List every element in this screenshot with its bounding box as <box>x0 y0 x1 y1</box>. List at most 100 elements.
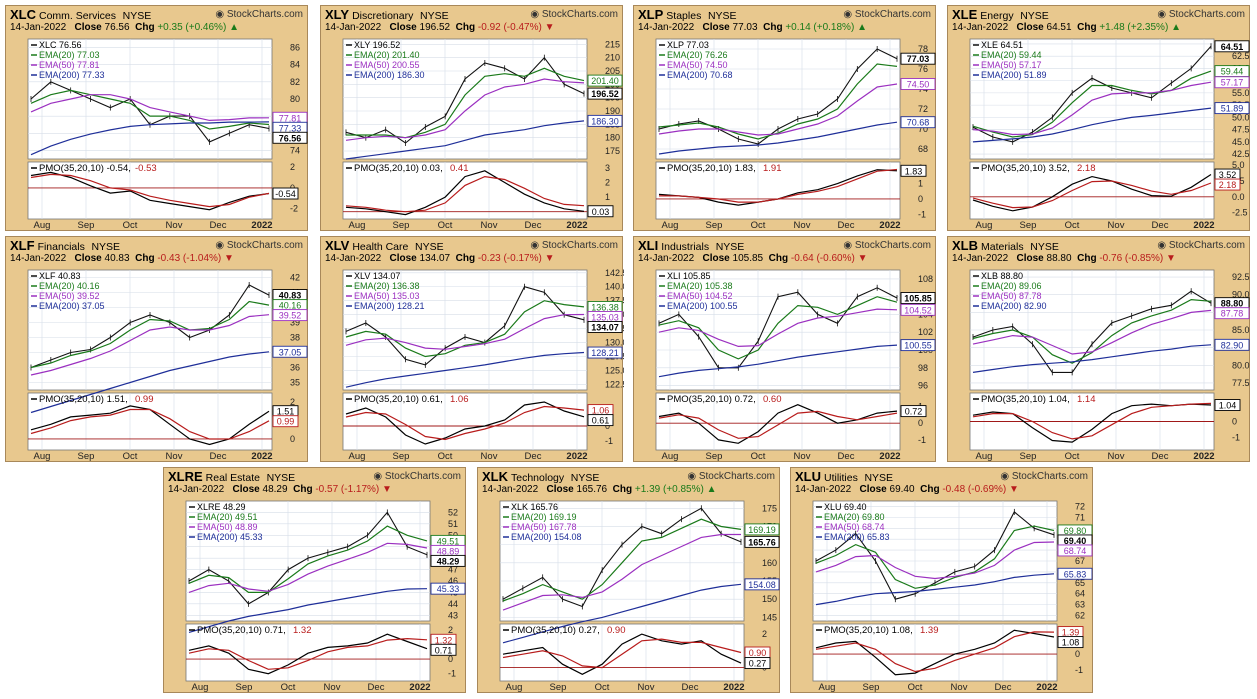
chart-panel-xlf: XLF Financials NYSE ◉ StockCharts.com 14-Ja… <box>5 236 308 462</box>
change-value: +0.35 (+0.46%) <box>157 22 227 33</box>
value-badge-label: 69.40 <box>1064 536 1087 546</box>
value-badge-label: 69.80 <box>1064 526 1087 536</box>
chart-panel-xlre: XLRE Real Estate NYSE ◉ StockCharts.com 14-… <box>163 467 466 693</box>
triangle-down-icon: ▼ <box>1009 484 1019 495</box>
series-line-ema-200- <box>30 351 270 414</box>
legend-ema50: EMA(50) 200.55 <box>354 60 420 70</box>
legend-pmo-signal: -0.53 <box>135 163 157 174</box>
price-tick-label: 137.5 <box>605 296 624 306</box>
change-value: +0.14 (+0.18%) <box>785 22 855 33</box>
value-badge-label: 105.85 <box>904 294 932 304</box>
value-badge <box>900 116 936 129</box>
series-line-signal <box>188 637 428 670</box>
price-tick-label: 150 <box>762 594 777 604</box>
series-line-ema-200- <box>972 107 1212 143</box>
brand-label: ◉ StockCharts.com <box>215 240 303 251</box>
close-value: 165.76 <box>576 484 608 495</box>
ticker-exchange: NYSE <box>707 10 737 22</box>
pmo-value-badge <box>587 414 614 427</box>
change-value: -0.92 (-0.47%) <box>477 22 542 33</box>
quote-date: 14-Jan-2022 <box>325 253 382 264</box>
ticker-title: XLB Materials NYSE <box>952 238 1059 253</box>
brand-label: ◉ StockCharts.com <box>215 9 303 20</box>
series-line-ema-50- <box>502 533 741 611</box>
chg-word: Chg <box>455 253 476 264</box>
month-tick-label: Oct <box>595 682 610 693</box>
globe-icon: ◉ <box>215 240 225 251</box>
price-tick-label: 62.5 <box>1232 51 1250 61</box>
price-tick-label: 96 <box>918 381 928 391</box>
pmo-tick-label: -1 <box>1075 665 1083 675</box>
change-value: -0.57 (-1.17%) <box>315 484 380 495</box>
legend-ema20: EMA(20) 105.38 <box>667 281 733 291</box>
chart-panel-xlk: XLK Technology NYSE ◉ StockCharts.com 14-Ja… <box>477 467 780 693</box>
chart-svg: AugSepOctNovDec20228684828078767420-2XLC… <box>27 38 308 231</box>
series-line-ema-20- <box>188 525 428 594</box>
month-tick-label: 2022 <box>879 220 900 231</box>
month-tick-label: Nov <box>324 682 341 693</box>
legend-pmo-signal: 1.91 <box>763 163 782 174</box>
month-tick-label: 2022 <box>1036 682 1057 693</box>
ticker-name: Financials <box>37 241 85 253</box>
value-badge <box>744 535 780 548</box>
legend-ema200: EMA(200) 128.21 <box>354 301 425 311</box>
chart-panel-xlu: XLU Utilities NYSE ◉ StockCharts.com 14-Jan… <box>790 467 1093 693</box>
close-word: Close <box>74 253 102 264</box>
month-tick-label: Sep <box>863 682 880 693</box>
month-tick-label: Oct <box>908 682 923 693</box>
pmo-value-badge-label: 0.72 <box>905 407 923 417</box>
chart-panel-xlp: XLP Staples NYSE ◉ StockCharts.com 14-Jan-2… <box>633 5 936 231</box>
price-tick-label: 84 <box>290 60 300 70</box>
close-word: Close <box>389 253 417 264</box>
month-tick-label: Dec <box>525 451 542 462</box>
close-word: Close <box>702 22 730 33</box>
price-tick-label: 98 <box>918 363 928 373</box>
chart-panel-xle: XLE Energy NYSE ◉ StockCharts.com 14-Jan-20… <box>947 5 1250 231</box>
pmo-pane <box>655 161 901 220</box>
pmo-value-badge <box>744 657 771 670</box>
series-line-signal <box>345 175 585 213</box>
month-tick-label: Oct <box>1065 451 1080 462</box>
price-tick-label: 108 <box>918 274 933 284</box>
price-tick-label: 35 <box>290 378 300 388</box>
value-badge-label: 77.03 <box>907 54 930 64</box>
legend-ema50: EMA(50) 87.78 <box>981 291 1042 301</box>
pmo-pane <box>27 161 273 220</box>
legend-ema20: EMA(20) 59.44 <box>981 50 1042 60</box>
series-line-ema-200- <box>188 588 428 633</box>
month-tick-label: Oct <box>1065 220 1080 231</box>
legend-price: XLV 134.07 <box>354 271 400 281</box>
ticker-exchange: NYSE <box>266 472 296 484</box>
brand-label: ◉ StockCharts.com <box>530 9 618 20</box>
pmo-tick-label: 0.0 <box>1232 192 1245 202</box>
chg-word: Chg <box>920 484 940 495</box>
month-tick-label: 2022 <box>251 451 272 462</box>
series-line-pmo <box>188 633 428 675</box>
quote-date: 14-Jan-2022 <box>325 22 382 33</box>
pmo-tick-label: 2 <box>605 177 610 187</box>
price-tick-label: 45.0 <box>1232 137 1250 147</box>
legend-price: XLI 105.85 <box>667 271 711 281</box>
pmo-pane <box>969 161 1215 220</box>
price-tick-label: 92.5 <box>1232 272 1250 282</box>
triangle-up-icon: ▲ <box>1171 22 1181 33</box>
triangle-down-icon: ▼ <box>544 22 555 33</box>
quote-row: 14-Jan-2022 Close 48.29 Chg -0.57 (-1.17… <box>168 484 392 495</box>
quote-date: 14-Jan-2022 <box>10 253 67 264</box>
quote-date: 14-Jan-2022 <box>482 484 539 495</box>
price-tick-label: 47.5 <box>1232 125 1250 135</box>
month-tick-label: 2022 <box>1193 220 1214 231</box>
series-line-ema-200- <box>972 344 1212 373</box>
chg-word: Chg <box>612 484 633 495</box>
chg-word: Chg <box>455 22 476 33</box>
pmo-value-badge-label: 0.27 <box>749 659 767 669</box>
close-word: Close <box>859 484 887 495</box>
price-tick-label: 90.0 <box>1232 290 1250 300</box>
legend-price: XLK 165.76 <box>511 502 558 512</box>
legend-ema50: EMA(50) 135.03 <box>354 291 420 301</box>
legend-ema20: EMA(20) 76.26 <box>667 50 728 60</box>
close-word: Close <box>389 22 417 33</box>
value-badge <box>1214 338 1250 351</box>
chart-svg: AugSepOctNovDec202292.590.087.585.082.58… <box>969 269 1250 462</box>
pmo-tick-label: 2 <box>290 397 295 407</box>
